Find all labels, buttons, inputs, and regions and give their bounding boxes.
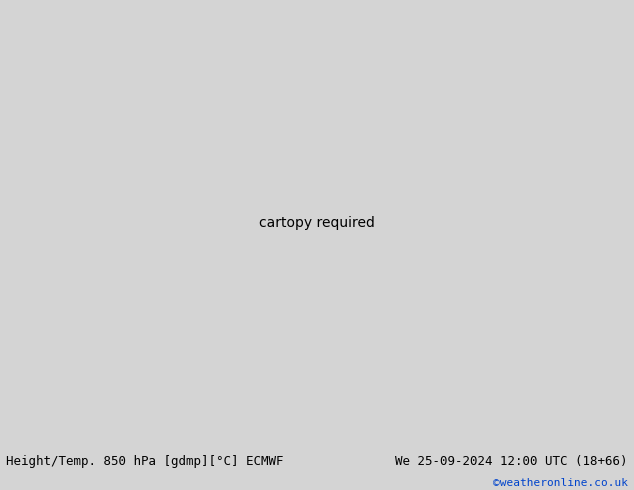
Text: Height/Temp. 850 hPa [gdmp][°C] ECMWF: Height/Temp. 850 hPa [gdmp][°C] ECMWF <box>6 455 284 468</box>
Text: ©weatheronline.co.uk: ©weatheronline.co.uk <box>493 478 628 489</box>
Text: We 25-09-2024 12:00 UTC (18+66): We 25-09-2024 12:00 UTC (18+66) <box>395 455 628 468</box>
Text: cartopy required: cartopy required <box>259 216 375 230</box>
